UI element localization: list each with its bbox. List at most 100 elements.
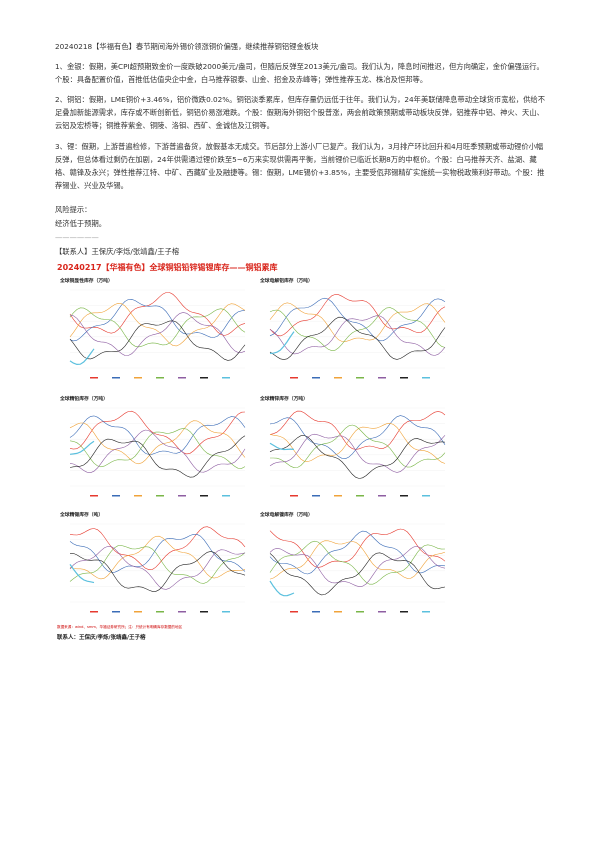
chart-line [69, 415, 246, 455]
risk-label: 风险提示： [55, 205, 92, 214]
chart-title: 全球电解铝库存（万吨） [259, 277, 313, 284]
figure-source: 数据来源：wind、smm，华福证券研究所；注：只统计有明确库存数据的地区 [57, 624, 183, 629]
legend-swatch [178, 611, 186, 613]
legend-swatch [422, 377, 430, 379]
risk-text: 经济低于预期。 [55, 219, 107, 228]
chart-title: 全球铜显性库存（万吨） [59, 277, 113, 284]
chart-line [69, 348, 95, 366]
chart-line [269, 297, 446, 342]
legend-swatch [290, 377, 298, 379]
legend-swatch [400, 495, 408, 497]
legend-swatch [222, 377, 230, 379]
legend-swatch [378, 611, 386, 613]
divider: —————— [55, 233, 99, 242]
chart-line [269, 442, 295, 451]
paragraph: 1、金银：假期，美CPI超预期致金价一度跌破2000美元/盎司，但随后反弹至20… [55, 62, 544, 84]
legend-swatch [400, 611, 408, 613]
legend-swatch [156, 495, 164, 497]
legend-swatch [422, 611, 430, 613]
legend-swatch [112, 611, 120, 613]
chart-line [69, 428, 246, 469]
chart-line [69, 312, 246, 356]
chart-line [269, 307, 446, 352]
chart-line [269, 331, 295, 354]
chart-line [69, 545, 246, 584]
chart-title: 全球精铅库存（万吨） [59, 395, 108, 402]
chart-line [69, 307, 246, 348]
legend-swatch [90, 377, 98, 379]
legend-swatch [400, 377, 408, 379]
chart-line [69, 526, 246, 571]
chart-line [69, 551, 246, 592]
figure-title: 20240217【华福有色】全球铜铝铅锌锡锂库存——铜铝累库 [57, 262, 278, 272]
chart-line [269, 580, 295, 597]
legend-swatch [356, 611, 364, 613]
chart-line [269, 530, 446, 575]
chart-line [69, 410, 246, 455]
chart-line [69, 546, 246, 590]
legend-swatch [312, 495, 320, 497]
paragraph: 3、锂：假期，上游普遍检修，下游普遍备货，放假基本无成交。节后部分上游小厂已复产… [55, 142, 545, 190]
chart-line [269, 552, 446, 596]
chart-line [269, 415, 446, 460]
legend-swatch [290, 495, 298, 497]
chart-line [69, 420, 246, 465]
legend-swatch [134, 377, 142, 379]
legend-swatch [356, 495, 364, 497]
legend-swatch [200, 377, 208, 379]
legend-swatch [334, 495, 342, 497]
figure-contact: 联系人：王保庆/李烁/张靖鑫/王子榕 [57, 633, 146, 641]
chart-line [69, 534, 246, 573]
chart-line [269, 528, 446, 568]
chart-line [69, 429, 246, 474]
chart-line [69, 440, 95, 455]
chart-line [269, 540, 446, 580]
legend-swatch [312, 611, 320, 613]
chart-line [269, 435, 446, 479]
chart-title: 全球精锡库存（吨） [59, 511, 103, 518]
legend-swatch [156, 611, 164, 613]
legend-swatch [422, 495, 430, 497]
legend-swatch [134, 611, 142, 613]
chart-line [269, 410, 446, 450]
legend-swatch [90, 611, 98, 613]
chart-line [69, 535, 246, 580]
chart-line [269, 433, 446, 473]
legend-swatch [200, 611, 208, 613]
legend-swatch [334, 377, 342, 379]
legend-swatch [378, 495, 386, 497]
chart-line [269, 316, 446, 360]
paragraph: 2、铜铝：假期，LME铜价+3.46%，铝价微跌0.02%。铜铝淡季累库，但库存… [55, 95, 545, 130]
chart-line [69, 564, 95, 584]
legend-swatch [356, 377, 364, 379]
contact: 【联系人】王保庆/李烁/张靖鑫/王子榕 [55, 247, 180, 256]
legend-swatch [112, 495, 120, 497]
chart-line [269, 294, 446, 337]
chart-title: 全球精锌库存（万吨） [259, 395, 308, 402]
legend-swatch [156, 377, 164, 379]
chart-line [69, 298, 246, 342]
chart-line [69, 292, 246, 336]
legend-swatch [222, 611, 230, 613]
legend-swatch [178, 377, 186, 379]
chart-line [269, 546, 446, 588]
legend-swatch [378, 377, 386, 379]
legend-swatch [178, 495, 186, 497]
legend-swatch [334, 611, 342, 613]
chart-line [69, 320, 246, 361]
figure: 20240217【华福有色】全球铜铝铅锌锡锂库存——铜铝累库 数据来源：wind… [57, 262, 446, 641]
chart-line [269, 315, 446, 356]
legend-swatch [112, 377, 120, 379]
legend-swatch [134, 495, 142, 497]
legend-swatch [222, 495, 230, 497]
chart-line [69, 435, 246, 478]
chart-title: 全球电解镍库存（万吨） [259, 511, 313, 518]
chart-line [269, 302, 446, 342]
legend-swatch [90, 495, 98, 497]
chart-line [269, 540, 446, 585]
chart-line [69, 302, 246, 347]
legend-swatch [290, 611, 298, 613]
legend-swatch [312, 377, 320, 379]
chart-line [269, 422, 446, 464]
